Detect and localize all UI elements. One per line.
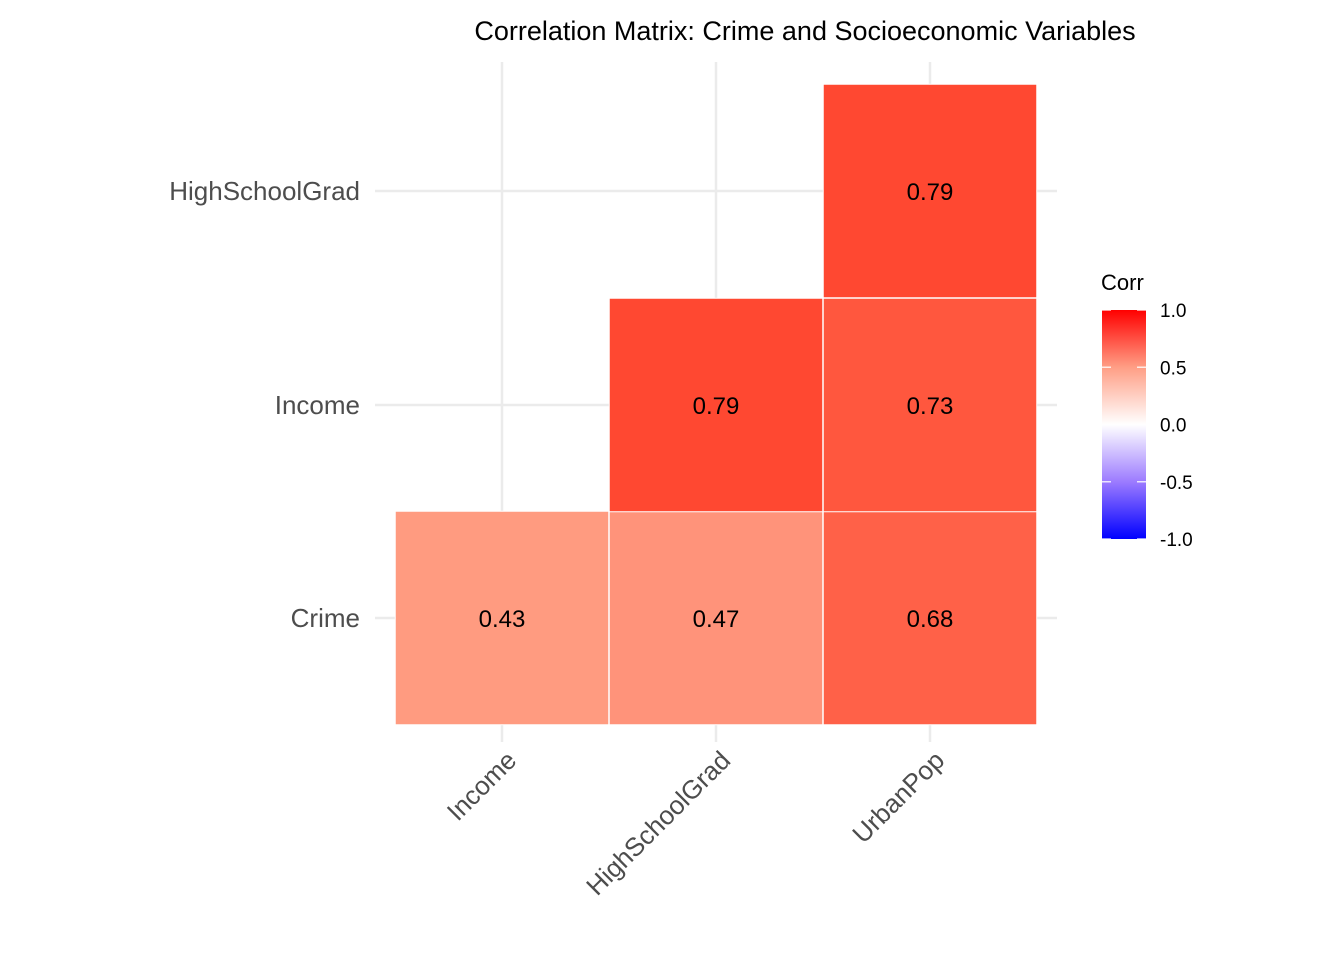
heatmap-cell (608, 510, 824, 726)
legend-title: Corr (1101, 270, 1144, 295)
legend-tick-label: 0.0 (1160, 416, 1186, 437)
legend: Corr 1.0 0.5 0.0 -0.5 -1.0 (1101, 270, 1193, 551)
legend-tick-label: -1.0 (1160, 530, 1193, 551)
x-tick-label: Income (441, 745, 523, 827)
legend-tick-label: 1.0 (1160, 301, 1186, 322)
legend-tick-label: -0.5 (1160, 473, 1193, 494)
x-tick-label: HighSchoolGrad (580, 745, 736, 901)
cell-value-label: 0.79 (693, 393, 740, 420)
cell-value-label: 0.43 (479, 606, 526, 633)
chart-title: Correlation Matrix: Crime and Socioecono… (474, 16, 1135, 46)
y-tick-label: Crime (291, 603, 360, 633)
heatmap-cell (822, 83, 1038, 299)
x-tick-label: UrbanPop (846, 745, 950, 849)
heatmap-cell (394, 510, 610, 726)
heatmap-cell (822, 297, 1038, 513)
heatmap-cell (608, 297, 824, 513)
cell-value-label: 0.47 (693, 606, 740, 633)
cell-value-label: 0.73 (907, 393, 954, 420)
cell-value-label: 0.79 (907, 179, 954, 206)
y-tick-label: Income (275, 390, 360, 420)
legend-tick-label: 0.5 (1160, 358, 1186, 379)
cell-value-label: 0.68 (907, 606, 954, 633)
y-tick-label: HighSchoolGrad (169, 176, 360, 206)
heatmap-cells: 0.43 0.47 0.68 0.79 0.73 0.79 (394, 83, 1038, 726)
